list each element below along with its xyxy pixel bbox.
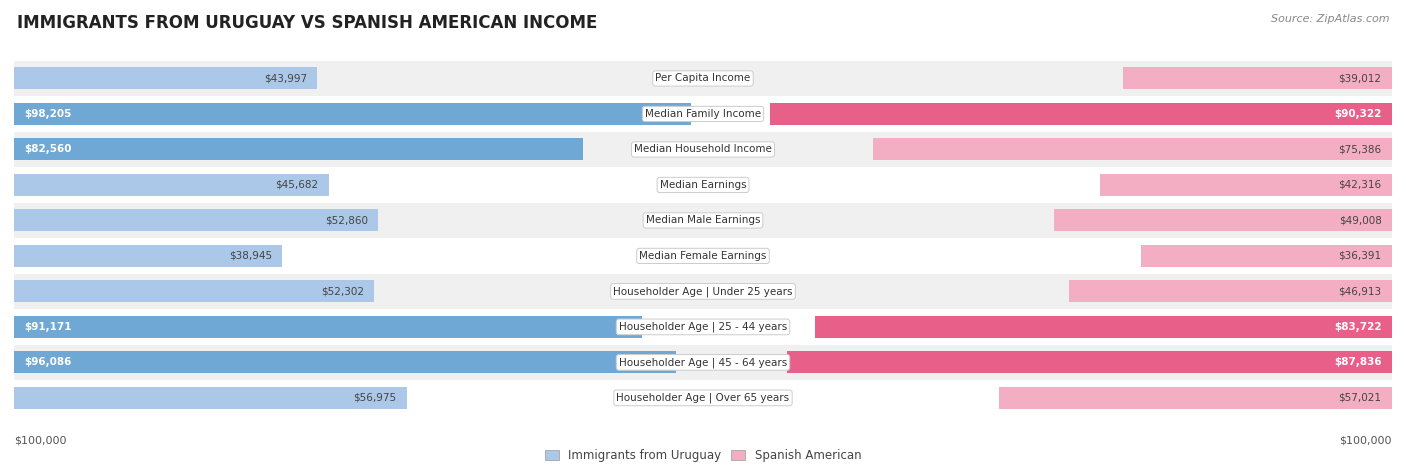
Text: $91,171: $91,171 [24,322,72,332]
Bar [14,103,690,125]
Text: Householder Age | Over 65 years: Householder Age | Over 65 years [616,393,790,403]
Text: Householder Age | 45 - 64 years: Householder Age | 45 - 64 years [619,357,787,368]
Bar [1000,387,1392,409]
Text: $98,205: $98,205 [24,109,72,119]
Bar [815,316,1392,338]
Bar [1069,280,1392,303]
Text: $52,860: $52,860 [325,215,368,226]
Text: $100,000: $100,000 [1340,435,1392,445]
Bar [14,132,1392,167]
Text: $43,997: $43,997 [264,73,307,84]
Bar [1123,67,1392,90]
Text: $82,560: $82,560 [24,144,72,155]
Bar [14,274,1392,309]
Text: Source: ZipAtlas.com: Source: ZipAtlas.com [1271,14,1389,24]
Bar [14,67,318,90]
Bar [14,174,329,196]
Bar [787,351,1392,374]
Bar [14,138,583,161]
Text: Per Capita Income: Per Capita Income [655,73,751,84]
Text: $42,316: $42,316 [1339,180,1382,190]
Text: $56,975: $56,975 [353,393,396,403]
Bar [769,103,1392,125]
Text: $96,086: $96,086 [24,357,72,368]
Text: $36,391: $36,391 [1339,251,1382,261]
Text: $75,386: $75,386 [1339,144,1382,155]
Bar [14,61,1392,96]
Bar [873,138,1392,161]
Bar [14,387,406,409]
Text: $39,012: $39,012 [1339,73,1382,84]
Text: $46,913: $46,913 [1339,286,1382,297]
Bar [14,316,643,338]
Text: Householder Age | 25 - 44 years: Householder Age | 25 - 44 years [619,322,787,332]
Bar [1101,174,1392,196]
Bar [14,238,1392,274]
Text: Median Household Income: Median Household Income [634,144,772,155]
Legend: Immigrants from Uruguay, Spanish American: Immigrants from Uruguay, Spanish America… [540,444,866,467]
Text: Median Earnings: Median Earnings [659,180,747,190]
Bar [1054,209,1392,232]
Bar [14,351,676,374]
Text: $87,836: $87,836 [1334,357,1382,368]
Text: Median Male Earnings: Median Male Earnings [645,215,761,226]
Bar [14,96,1392,132]
Bar [14,280,374,303]
Text: $57,021: $57,021 [1339,393,1382,403]
Bar [14,380,1392,416]
Text: IMMIGRANTS FROM URUGUAY VS SPANISH AMERICAN INCOME: IMMIGRANTS FROM URUGUAY VS SPANISH AMERI… [17,14,598,32]
Bar [14,245,283,267]
Text: $52,302: $52,302 [321,286,364,297]
Text: $90,322: $90,322 [1334,109,1382,119]
Text: $83,722: $83,722 [1334,322,1382,332]
Bar [14,309,1392,345]
Text: $100,000: $100,000 [14,435,66,445]
Text: Householder Age | Under 25 years: Householder Age | Under 25 years [613,286,793,297]
Bar [14,209,378,232]
Bar [14,345,1392,380]
Bar [14,167,1392,203]
Text: $45,682: $45,682 [276,180,318,190]
Text: $38,945: $38,945 [229,251,271,261]
Bar [14,203,1392,238]
Text: Median Family Income: Median Family Income [645,109,761,119]
Text: $49,008: $49,008 [1339,215,1382,226]
Bar [1142,245,1392,267]
Text: Median Female Earnings: Median Female Earnings [640,251,766,261]
